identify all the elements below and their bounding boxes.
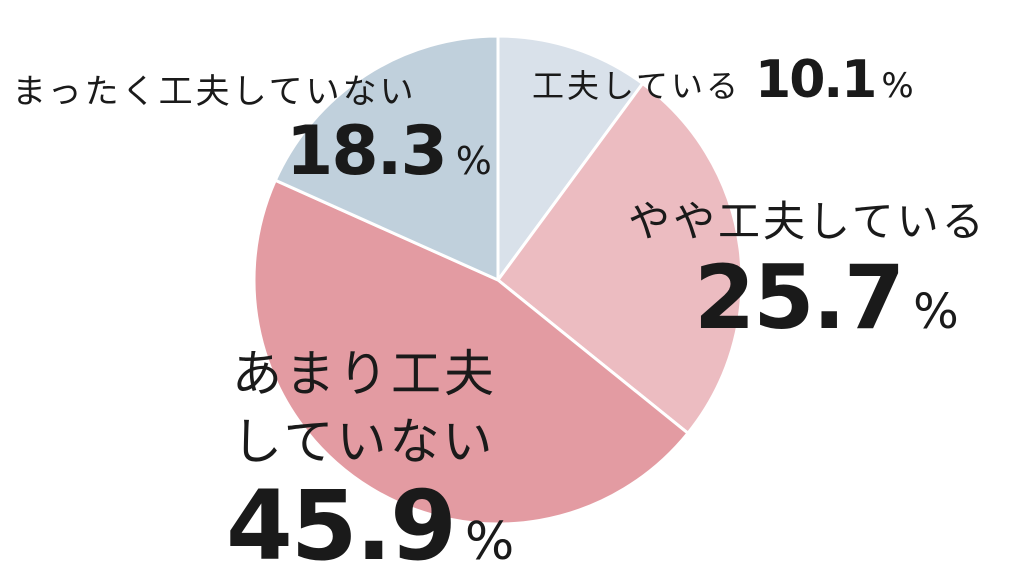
slice-value-label: 25.7 xyxy=(694,246,905,349)
slice-category-label: やや工夫している xyxy=(628,197,987,246)
slice-not-much-working xyxy=(252,178,690,526)
slice-label-working: 工夫している 10.1% xyxy=(532,50,914,110)
slice-value-block: 45.9% xyxy=(226,470,514,582)
slice-not-at-all-working xyxy=(273,34,500,282)
slice-value-block: 25.7% xyxy=(694,246,959,349)
slice-value-label: 10.1 xyxy=(755,50,877,110)
slice-somewhat-working xyxy=(496,82,744,435)
slice-category-label-line1: あまり工夫 xyxy=(232,345,497,403)
slice-category-label: 工夫している xyxy=(532,67,742,105)
slice-label-not-much-working: あまり工夫 していない xyxy=(232,340,497,476)
percent-sign: % xyxy=(881,66,914,106)
percent-sign: % xyxy=(455,139,492,183)
slice-value-block: 18.3% xyxy=(286,112,492,191)
slice-value-label: 18.3 xyxy=(286,112,448,191)
slice-label-somewhat-working: やや工夫している xyxy=(628,188,987,249)
percent-sign: % xyxy=(464,512,515,572)
slice-category-label: まったく工夫していない xyxy=(12,72,417,112)
slice-working xyxy=(496,34,645,282)
slice-label-not-at-all-working: まったく工夫していない xyxy=(12,64,417,113)
slice-category-label-line2: していない xyxy=(232,413,496,471)
percent-sign: % xyxy=(913,284,959,340)
slice-value-label: 45.9 xyxy=(226,470,457,582)
